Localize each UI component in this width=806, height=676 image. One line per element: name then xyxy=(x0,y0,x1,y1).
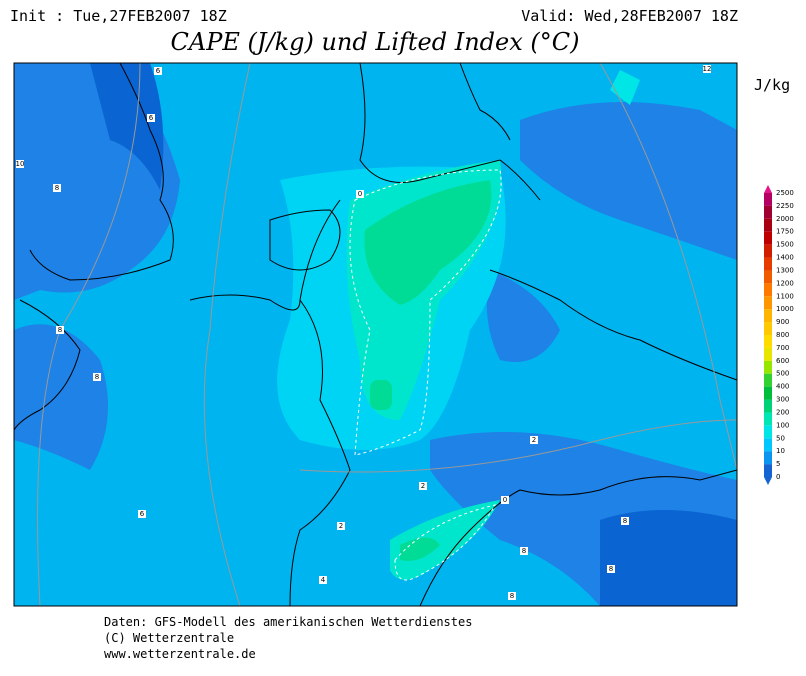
colorbar-swatch xyxy=(764,270,772,284)
colorbar-swatch xyxy=(764,205,772,219)
contour-label: 0 xyxy=(358,190,362,198)
colorbar-label: 5 xyxy=(776,460,780,468)
colorbar-label: 400 xyxy=(776,383,789,391)
contour-label-bg xyxy=(356,190,364,198)
footer-line: Daten: GFS-Modell des amerikanischen Wet… xyxy=(104,615,472,629)
contour-label: 6 xyxy=(140,510,145,518)
colorbar-label: 200 xyxy=(776,408,789,416)
colorbar-swatch xyxy=(764,231,772,245)
colorbar-swatch xyxy=(764,185,772,193)
colorbar-swatch xyxy=(764,399,772,413)
colorbar-label: 10 xyxy=(776,447,785,455)
contour-label-bg xyxy=(93,373,101,381)
contour-label: 0 xyxy=(503,496,507,504)
colorbar: 2500225020001750150014001300120011001000… xyxy=(764,185,794,485)
colorbar-swatch xyxy=(764,425,772,439)
colorbar-swatch xyxy=(764,412,772,426)
colorbar-swatch xyxy=(764,283,772,297)
footer: Daten: GFS-Modell des amerikanischen Wet… xyxy=(104,615,472,661)
colorbar-label: 900 xyxy=(776,318,789,326)
contour-label: 2 xyxy=(421,482,425,490)
contour-label-bg xyxy=(419,482,427,490)
colorbar-label: 1000 xyxy=(776,305,794,313)
colorbar-swatch xyxy=(764,218,772,232)
colorbar-label: 300 xyxy=(776,396,789,404)
footer-line: www.wetterzentrale.de xyxy=(104,647,256,661)
colorbar-label: 0 xyxy=(776,473,780,481)
colorbar-swatch xyxy=(764,335,772,348)
colorbar-label: 1750 xyxy=(776,228,794,236)
colorbar-label: 600 xyxy=(776,357,789,365)
contour-label: 8 xyxy=(609,565,613,573)
colorbar-label: 1500 xyxy=(776,241,794,249)
colorbar-swatch xyxy=(764,386,772,400)
contour-label: 8 xyxy=(510,592,514,600)
contour-label: 2 xyxy=(339,522,343,530)
contour-label: 4 xyxy=(321,576,326,584)
contour-label-bg xyxy=(703,65,711,73)
colorbar-swatch xyxy=(764,451,772,465)
contour-label: 8 xyxy=(95,373,99,381)
colorbar-label: 1400 xyxy=(776,254,794,262)
footer-line: (C) Wetterzentrale xyxy=(104,631,234,645)
colorbar-label: 100 xyxy=(776,421,789,429)
colorbar-swatch xyxy=(764,360,772,374)
colorbar-swatch xyxy=(764,347,772,361)
contour-label: 2 xyxy=(532,436,536,444)
contour-label: 8 xyxy=(58,326,62,334)
zero-li-contour xyxy=(349,169,502,581)
contour-label: 6 xyxy=(156,67,161,75)
colorbar-label: 2000 xyxy=(776,215,794,223)
contour-label-bg xyxy=(147,114,155,122)
colorbar-label: 50 xyxy=(776,434,785,442)
legend-unit: J/kg xyxy=(754,76,790,94)
contour-label-bg xyxy=(508,592,516,600)
contour-label-bg xyxy=(530,436,538,444)
contour-label: 8 xyxy=(55,184,59,192)
contour-label: 8 xyxy=(522,547,526,555)
init-time: Init : Tue,27FEB2007 18Z xyxy=(10,7,227,25)
colorbar-swatch xyxy=(764,438,772,452)
contour-label: 10 xyxy=(16,160,25,168)
contour-labels: 6 6 10 8 8 8 0 12 2 2 2 4 0 8 8 8 8 6 xyxy=(16,65,712,600)
contour-label-bg xyxy=(53,184,61,192)
contour-label-bg xyxy=(16,160,24,168)
contour-label: 6 xyxy=(149,114,154,122)
colorbar-label: 800 xyxy=(776,331,789,339)
colorbar-swatch xyxy=(764,257,772,271)
colorbar-label: 1100 xyxy=(776,292,794,300)
colorbar-swatch xyxy=(764,464,772,485)
valid-time: Valid: Wed,28FEB2007 18Z xyxy=(521,7,738,25)
contour-label-bg xyxy=(138,510,146,518)
contour-label: 12 xyxy=(703,65,712,73)
colorbar-label: 700 xyxy=(776,344,789,352)
contour-label-bg xyxy=(56,326,64,334)
colorbar-label: 2500 xyxy=(776,189,794,197)
contour-label-bg xyxy=(319,576,327,584)
colorbar-label: 500 xyxy=(776,370,789,378)
colorbar-swatch xyxy=(764,296,772,310)
colorbar-swatch xyxy=(764,193,772,206)
contour-label-bg xyxy=(501,496,509,504)
map-field xyxy=(14,63,737,606)
map-frame xyxy=(13,62,738,607)
colorbar-swatch xyxy=(764,322,772,335)
colorbar-label: 1300 xyxy=(776,266,794,274)
colorbar-swatch xyxy=(764,244,772,258)
colorbar-swatch xyxy=(764,373,772,387)
colorbar-swatch xyxy=(764,309,772,323)
contour-label: 8 xyxy=(623,517,627,525)
contour-label-bg xyxy=(337,522,345,530)
contour-label-bg xyxy=(154,67,162,75)
contour-label-bg xyxy=(621,517,629,525)
colorbar-label: 1200 xyxy=(776,279,794,287)
contour-label-bg xyxy=(607,565,615,573)
map-title: CAPE (J/kg) und Lifted Index (°C) xyxy=(171,28,580,56)
colorbar-label: 2250 xyxy=(776,202,794,210)
contour-label-bg xyxy=(520,547,528,555)
coastlines xyxy=(13,62,738,607)
